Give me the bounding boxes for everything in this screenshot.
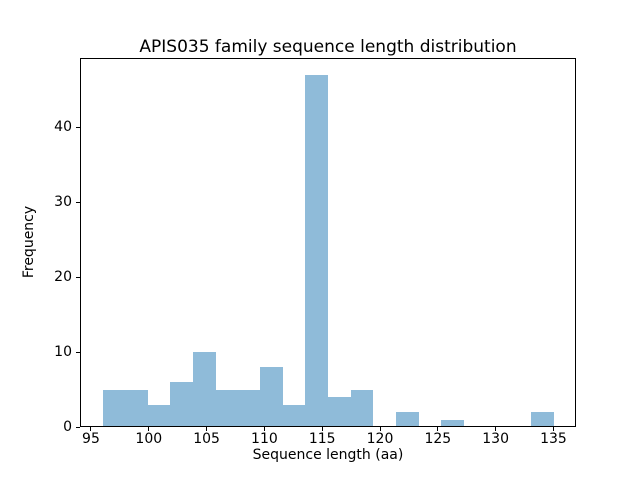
histogram-bar	[530, 412, 554, 428]
plot-area	[80, 58, 576, 428]
x-tick-label: 95	[82, 431, 100, 447]
y-tick-mark	[76, 202, 80, 204]
y-axis-label: Frequency	[21, 205, 37, 279]
histogram-bar	[192, 352, 216, 428]
x-tick-label: 100	[135, 431, 163, 447]
histogram-bar	[328, 397, 351, 428]
x-tick-label: 120	[366, 431, 394, 447]
histogram-bar	[237, 389, 261, 428]
x-tick-label: 125	[424, 431, 452, 447]
histogram-bar	[440, 419, 464, 428]
histogram-bar	[147, 404, 171, 428]
x-tick-label: 105	[193, 431, 220, 447]
y-tick-label: 30	[54, 194, 72, 211]
y-tick-label: 0	[63, 418, 72, 435]
y-tick-label: 20	[54, 268, 72, 285]
histogram-bar	[305, 75, 329, 428]
histogram-bar	[215, 389, 239, 428]
histogram-bar	[125, 389, 149, 428]
histogram-bar	[282, 404, 306, 428]
y-tick-mark	[76, 127, 80, 129]
histogram-bar	[350, 389, 374, 428]
histogram-bar	[170, 382, 194, 428]
y-tick-label: 10	[54, 343, 72, 360]
histogram-bar	[395, 412, 419, 428]
x-tick-mark	[90, 427, 92, 432]
chart-title: APIS035 family sequence length distribut…	[139, 37, 517, 57]
x-tick-mark	[321, 427, 323, 432]
x-tick-label: 135	[540, 431, 567, 447]
x-tick-label: 110	[251, 431, 278, 447]
y-tick-mark	[76, 351, 80, 353]
histogram-bar	[102, 389, 126, 428]
y-tick-mark	[76, 426, 80, 428]
x-tick-mark	[263, 427, 265, 432]
x-tick-mark	[148, 427, 150, 432]
x-tick-mark	[437, 427, 439, 432]
x-tick-mark	[206, 427, 208, 432]
x-tick-mark	[495, 427, 497, 432]
y-tick-mark	[76, 276, 80, 278]
x-axis-label: Sequence length (aa)	[252, 447, 404, 463]
x-tick-label: 115	[308, 431, 336, 447]
x-tick-mark	[552, 427, 554, 432]
histogram-bar	[260, 367, 284, 428]
y-tick-label: 40	[54, 119, 72, 136]
x-tick-label: 130	[482, 431, 510, 447]
x-tick-mark	[379, 427, 381, 432]
